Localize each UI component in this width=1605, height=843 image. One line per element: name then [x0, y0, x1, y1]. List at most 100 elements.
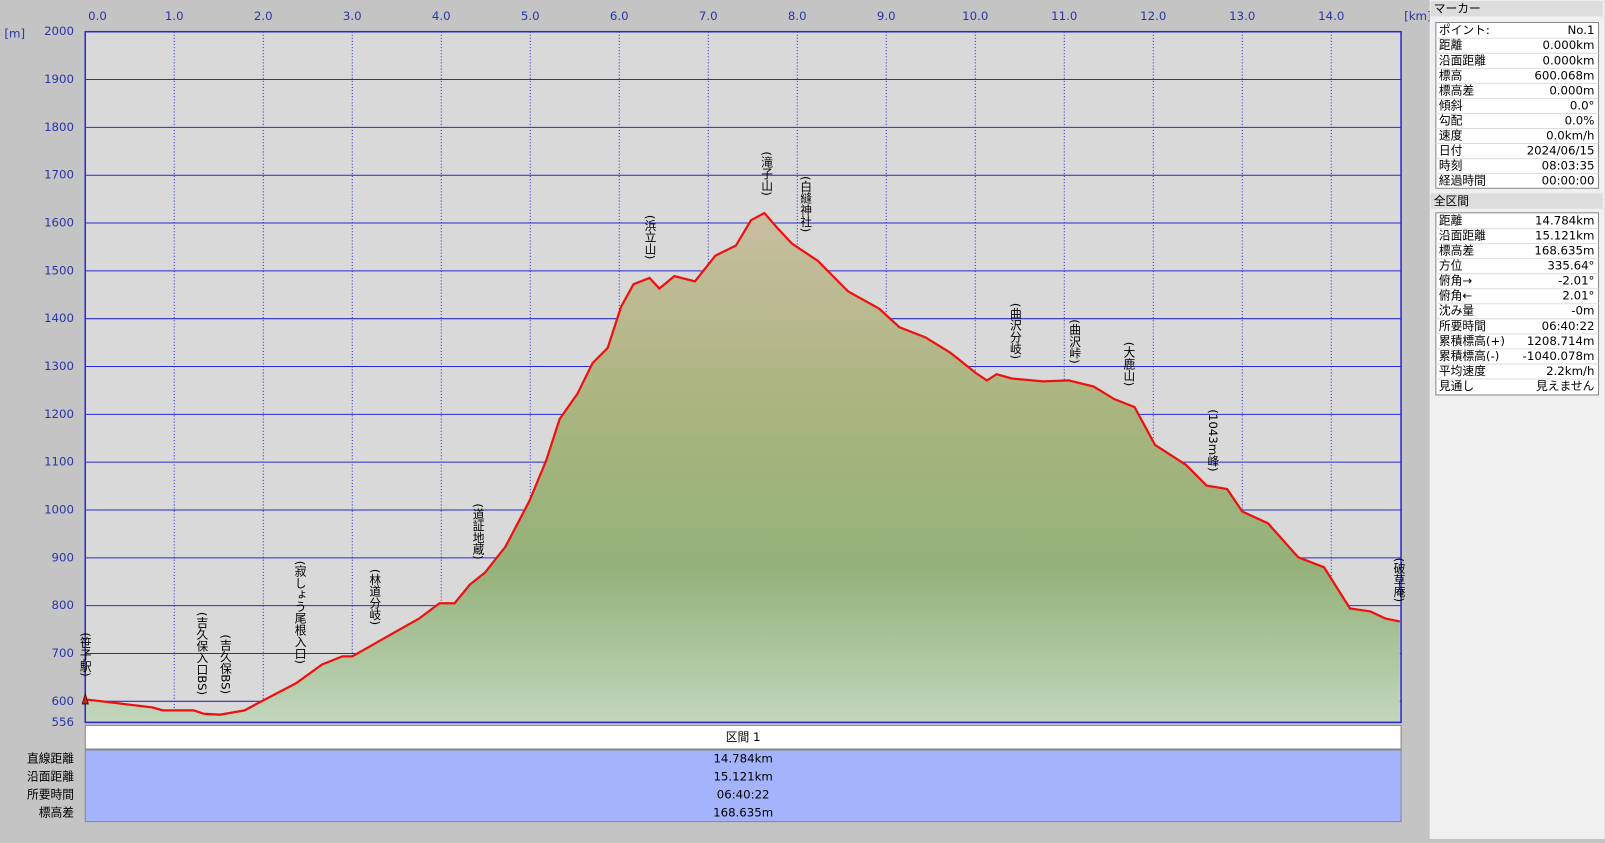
- plot-border: [84, 30, 1402, 724]
- row-value: 2024/06/15: [1527, 144, 1595, 158]
- row-label: 所要時間: [1439, 319, 1486, 333]
- row-value: 14.784km: [713, 752, 772, 766]
- row-label: 時刻: [1439, 159, 1462, 173]
- row-label: 沈み量: [1439, 304, 1475, 318]
- x-tick-label: 8.0: [788, 9, 807, 23]
- waypoint-label: (白縫神社): [799, 176, 813, 232]
- panel-header: [1430, 1, 1603, 17]
- row-value: 2.01°: [1562, 289, 1594, 303]
- waypoint-label: (吉久保入口BS): [195, 612, 209, 695]
- elevation-line: [85, 211, 1401, 716]
- row-value: 0.0km/h: [1546, 128, 1594, 142]
- x-tick-label: 13.0: [1229, 9, 1255, 23]
- panel-header: [1430, 193, 1603, 209]
- row-label: 標高差: [1439, 244, 1475, 258]
- row-value: 14.784km: [1535, 214, 1594, 228]
- row-value: 0.000km: [1543, 38, 1595, 52]
- elevation-area: [85, 213, 1400, 723]
- row-label: 距離: [1439, 214, 1463, 228]
- waypoint-label: (滝子山): [760, 151, 774, 195]
- x-unit: [km]: [1404, 9, 1431, 23]
- marker-table: [1435, 21, 1600, 189]
- row-value: 08:03:35: [1542, 159, 1595, 173]
- row-value: 168.635m: [1534, 244, 1594, 258]
- row-value: No.1: [1567, 23, 1594, 37]
- waypoint-label: (浜立山): [643, 215, 657, 259]
- y-tick-label: 900: [52, 550, 74, 564]
- y-tick-label: 1400: [44, 311, 74, 325]
- row-label: 速度: [1439, 128, 1463, 142]
- row-value: 168.635m: [713, 805, 773, 819]
- row-value: 15.121km: [713, 770, 772, 784]
- y-tick-label: 556: [52, 715, 74, 729]
- row-label: 俯角←: [1439, 289, 1472, 303]
- row-label: 勾配: [1439, 113, 1463, 127]
- waypoint-label: (道証地蔵): [471, 503, 485, 559]
- row-label: 直線距離: [27, 752, 74, 766]
- waypoint-label: (破草庵): [1392, 558, 1406, 602]
- y-tick-label: 1000: [44, 503, 74, 517]
- row-value: 0.000km: [1543, 53, 1595, 67]
- x-tick-label: 0.0: [88, 9, 107, 23]
- x-tick-label: 3.0: [343, 9, 362, 23]
- row-value: 06:40:22: [717, 788, 770, 802]
- y-tick-label: 800: [52, 598, 74, 612]
- section-header: [84, 724, 1402, 750]
- waypoint-label: (吉久保BS): [218, 634, 232, 694]
- row-value: 00:00:00: [1542, 174, 1595, 188]
- row-label: 距離: [1439, 38, 1463, 52]
- y-tick-label: 2000: [44, 24, 74, 38]
- waypoint-label: (寂しょう尾根入口): [293, 561, 307, 664]
- row-label: 累積標高(-): [1439, 349, 1499, 363]
- row-label: 標高差: [1439, 83, 1475, 97]
- panel-title: 全区間: [1434, 194, 1469, 208]
- x-tick-label: 2.0: [254, 9, 273, 23]
- row-value: 335.64°: [1547, 259, 1594, 273]
- y-tick-label: 1100: [44, 455, 74, 469]
- row-label: 見通し: [1439, 379, 1474, 393]
- waypoint-label: (笹子駅): [78, 632, 92, 676]
- row-label: 標高差: [39, 805, 74, 819]
- row-label: 沿面距離: [27, 770, 74, 784]
- waypoint-label: (1043m峰): [1206, 409, 1220, 471]
- section-title: 区間 1: [726, 730, 761, 744]
- row-label: 所要時間: [27, 788, 74, 802]
- row-value: -1040.078m: [1523, 349, 1595, 363]
- row-value: 1208.714m: [1527, 334, 1595, 348]
- row-value: 15.121km: [1535, 229, 1594, 243]
- marker-icon: [81, 692, 89, 705]
- y-tick-label: 1900: [44, 72, 74, 86]
- row-label: 沿面距離: [1439, 229, 1486, 243]
- x-tick-label: 6.0: [610, 9, 629, 23]
- y-tick-label: 600: [52, 694, 74, 708]
- row-label: 平均速度: [1439, 364, 1486, 378]
- row-value: 0.000m: [1549, 83, 1594, 97]
- waypoint-label: (曲沢峠): [1068, 319, 1082, 363]
- row-label: 経過時間: [1439, 174, 1486, 188]
- x-tick-label: 11.0: [1051, 9, 1077, 23]
- row-label: 方位: [1439, 259, 1463, 273]
- x-tick-label: 5.0: [521, 9, 540, 23]
- row-label: 傾斜: [1439, 98, 1463, 112]
- row-value: 2.2km/h: [1546, 364, 1594, 378]
- x-tick-label: 4.0: [432, 9, 451, 23]
- y-tick-label: 1200: [44, 407, 74, 421]
- x-tick-label: 14.0: [1318, 9, 1344, 23]
- row-value: 06:40:22: [1542, 319, 1595, 333]
- y-tick-label: 1500: [44, 263, 74, 277]
- waypoint-label: (林道分岐): [368, 569, 382, 625]
- row-label: ポイント:: [1439, 23, 1490, 37]
- x-tick-label: 1.0: [165, 9, 184, 23]
- y-tick-label: 1300: [44, 359, 74, 373]
- x-tick-label: 12.0: [1140, 9, 1166, 23]
- y-unit: [m]: [4, 26, 25, 40]
- row-value: -2.01°: [1558, 274, 1594, 288]
- section-body: [84, 749, 1402, 823]
- row-value: 0.0°: [1570, 98, 1595, 112]
- panel-title: マーカー: [1434, 2, 1481, 16]
- row-value: 0.0%: [1565, 113, 1595, 127]
- row-value: -0m: [1571, 304, 1594, 318]
- y-tick-label: 1700: [44, 168, 74, 182]
- waypoint-label: (大鹿山): [1122, 342, 1136, 386]
